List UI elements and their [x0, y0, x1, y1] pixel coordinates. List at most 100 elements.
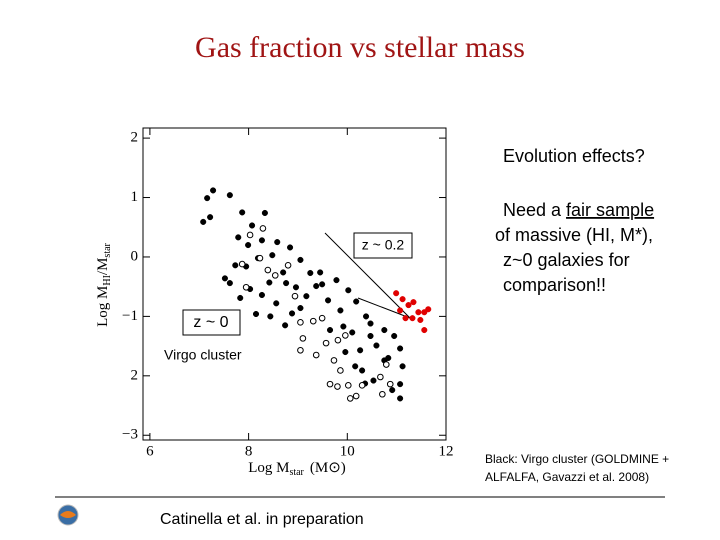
point — [409, 315, 416, 322]
point — [397, 381, 404, 388]
point — [207, 214, 214, 221]
y-tick-label: 2 — [131, 367, 139, 383]
y-axis-label: Log MHI/Mstar — [95, 242, 113, 326]
phrase: Need a — [503, 200, 566, 220]
point — [269, 252, 276, 259]
credit: Catinella et al. in preparation — [160, 511, 364, 528]
point — [322, 339, 330, 347]
point — [266, 279, 273, 286]
point — [273, 300, 280, 307]
point — [379, 390, 386, 398]
point — [358, 382, 366, 389]
annotation: z ~ 0 — [193, 314, 228, 331]
point — [405, 302, 412, 309]
point — [389, 387, 396, 394]
point — [399, 296, 406, 303]
y-tick-label: −1 — [122, 308, 138, 324]
point — [325, 297, 332, 304]
point — [397, 345, 404, 352]
annotation: z ~ 0.2 — [362, 237, 405, 253]
pointer-line — [357, 297, 411, 319]
point — [239, 209, 246, 216]
point — [415, 309, 422, 316]
point — [386, 380, 394, 388]
point — [367, 332, 374, 340]
point — [297, 256, 304, 263]
x-tick-label: 6 — [146, 443, 154, 459]
point — [319, 281, 326, 288]
y-tick-label: 1 — [131, 189, 139, 205]
point — [221, 275, 228, 282]
point — [283, 280, 290, 287]
point — [333, 277, 340, 284]
pointer-line — [324, 232, 413, 321]
point — [334, 383, 341, 390]
caption-line: Black: Virgo cluster (GOLDMINE + — [485, 452, 669, 466]
point — [232, 262, 239, 269]
need-line: comparison!! — [503, 275, 606, 295]
phrase: z~0 galaxies for — [503, 250, 630, 270]
point — [373, 342, 380, 349]
point — [309, 317, 317, 325]
annotation-box — [182, 309, 241, 336]
point — [367, 320, 374, 327]
point — [237, 294, 244, 302]
point — [271, 272, 279, 279]
point — [382, 361, 390, 368]
point — [235, 234, 242, 241]
point — [284, 261, 292, 269]
point — [326, 327, 334, 334]
point — [340, 323, 347, 330]
point — [345, 287, 352, 294]
plot-frame — [142, 127, 447, 441]
point — [256, 254, 264, 262]
question: Evolution effects? — [503, 146, 645, 166]
point — [344, 382, 352, 389]
point — [352, 363, 359, 370]
point — [370, 377, 377, 384]
point — [417, 316, 424, 324]
point — [363, 313, 370, 320]
point — [282, 322, 289, 329]
point — [299, 335, 307, 342]
x-tick-label: 8 — [245, 443, 253, 459]
point — [377, 373, 384, 381]
point — [261, 209, 268, 217]
point — [264, 266, 272, 274]
point — [259, 225, 267, 232]
point — [249, 222, 256, 229]
point — [245, 242, 252, 249]
point — [402, 315, 409, 322]
point — [397, 395, 404, 402]
point — [297, 346, 304, 354]
point — [326, 380, 334, 388]
point — [312, 351, 320, 359]
x-tick-label: 12 — [439, 443, 454, 459]
caption-line: ALFALFA, Gavazzi et al. 2008) — [485, 470, 649, 484]
point — [226, 280, 233, 287]
annotation: Virgo cluster — [164, 347, 242, 363]
point — [287, 244, 294, 251]
point — [357, 347, 364, 354]
point — [210, 187, 217, 194]
point — [337, 307, 344, 314]
point — [200, 218, 207, 225]
point — [246, 231, 254, 239]
point — [204, 195, 211, 202]
label-part: (M⊙) — [310, 460, 346, 476]
point — [313, 283, 320, 290]
point — [393, 290, 400, 297]
caption: Black: Virgo cluster (GOLDMINE + ALFALFA,… — [485, 452, 669, 484]
annotation-box — [353, 232, 413, 259]
point — [297, 319, 304, 326]
point — [292, 284, 300, 291]
logo — [57, 504, 79, 526]
point — [267, 313, 274, 320]
slide-title: Gas fraction vs stellar mass — [195, 31, 525, 64]
point — [291, 292, 299, 300]
point — [425, 306, 432, 313]
phrase: comparison!! — [503, 275, 606, 295]
underlined-phrase: fair sample — [566, 200, 654, 220]
point — [303, 293, 310, 300]
